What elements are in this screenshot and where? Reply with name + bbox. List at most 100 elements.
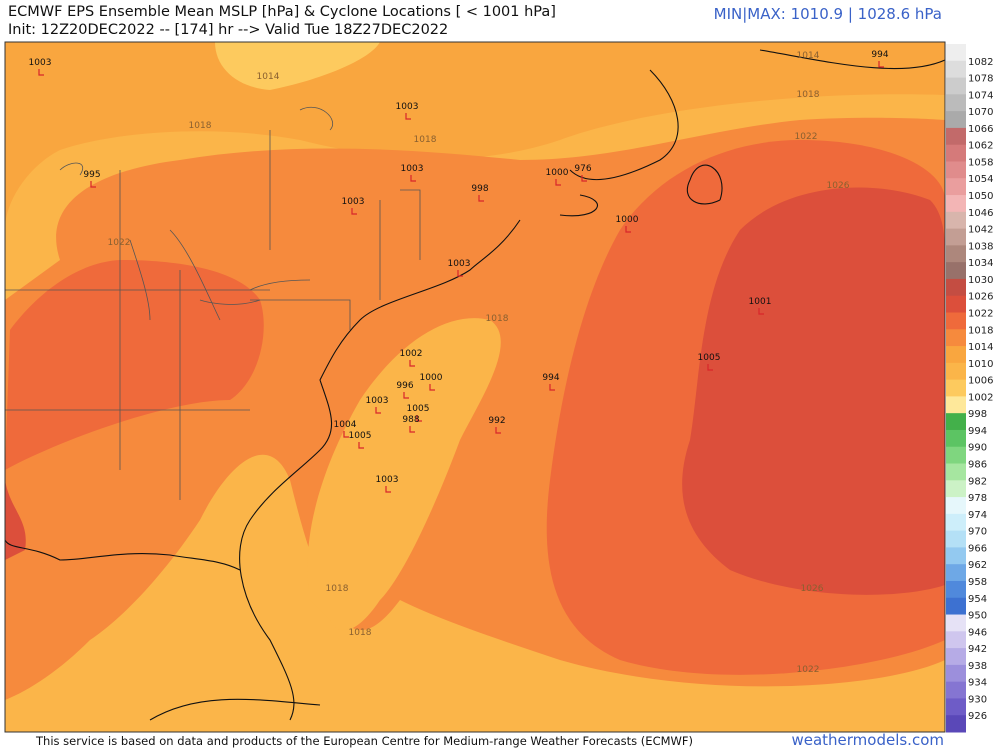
cyclone-label: 976: [574, 164, 591, 174]
cyclone-label: 1003: [342, 197, 365, 207]
colorbar-label: 954: [968, 594, 987, 605]
cyclone-marker: [409, 360, 415, 367]
colorbar-cell: [946, 497, 966, 515]
cyclone-marker: [385, 486, 391, 493]
cyclone-label: 1001: [749, 297, 772, 307]
pressure-field: [5, 42, 945, 732]
colorbar-label: 1014: [968, 342, 993, 353]
colorbar-label: 970: [968, 527, 987, 538]
footer-credit: This service is based on data and produc…: [36, 734, 693, 748]
colorbar-label: 1010: [968, 359, 993, 370]
colorbar-label: 974: [968, 510, 987, 521]
colorbar-cell: [946, 161, 966, 179]
isobar-label: 1018: [326, 584, 349, 594]
colorbar-cell: [946, 245, 966, 263]
map-frame: [4, 41, 946, 733]
cyclone-marker: [478, 195, 484, 202]
colorbar-label: 1050: [968, 191, 993, 202]
colorbar-label: 958: [968, 577, 987, 588]
colorbar-cell: [946, 564, 966, 582]
cyclone-label: 1005: [698, 353, 721, 363]
cyclone-label: 1003: [401, 164, 424, 174]
colorbar-cell: [946, 664, 966, 683]
colorbar-label: 1034: [968, 258, 993, 269]
map-title: ECMWF EPS Ensemble Mean MSLP [hPa] & Cyc…: [8, 4, 556, 20]
colorbar-cell: [946, 580, 966, 599]
colorbar-cell: [946, 429, 966, 448]
isobar-label: 1018: [349, 628, 372, 638]
colorbar-label: 1082: [968, 57, 993, 68]
colorbar-cell: [946, 413, 966, 431]
colorbar-cell: [946, 614, 966, 632]
colorbar-cell: [946, 648, 966, 666]
cyclone-label: 1003: [29, 58, 52, 68]
cyclone-label: 1000: [420, 373, 443, 383]
cyclone-label: 1005: [349, 431, 372, 441]
colorbar-label: 934: [968, 678, 987, 689]
colorbar-label: 1030: [968, 275, 993, 286]
cyclone-marker: [90, 181, 96, 188]
colorbar-cell: [946, 144, 966, 162]
colorbar-cell: [946, 94, 966, 112]
colorbar-label: 962: [968, 560, 987, 571]
isobar-label: 1014: [257, 72, 280, 82]
colorbar-label: 1018: [968, 325, 993, 336]
cyclone-marker: [555, 179, 561, 186]
colorbar-cell: [946, 715, 966, 733]
colorbar-label: 1058: [968, 157, 993, 168]
cyclone-marker: [409, 426, 415, 433]
cyclone-marker: [549, 384, 555, 391]
colorbar-label: 1022: [968, 308, 993, 319]
colorbar-cell: [946, 178, 966, 196]
map-subtitle: Init: 12Z20DEC2022 -- [174] hr --> Valid…: [8, 22, 449, 38]
colorbar-label: 938: [968, 661, 987, 672]
colorbar-cell: [946, 463, 966, 481]
colorbar-cell: [946, 631, 966, 649]
cyclone-marker: [351, 208, 357, 215]
isobar-label: 1018: [797, 90, 820, 100]
colorbar-cell: [946, 597, 966, 616]
cyclone-label: 1000: [616, 215, 639, 225]
cyclone-marker: [403, 392, 409, 399]
isobar-label: 1022: [797, 665, 820, 675]
colorbar-cell: [946, 379, 966, 397]
colorbar-cell: [946, 681, 966, 699]
colorbar-cell: [946, 513, 966, 532]
cyclone-marker: [416, 415, 422, 422]
isobar-label: 1026: [801, 584, 824, 594]
colorbar-label: 946: [968, 627, 987, 638]
colorbar-label: 998: [968, 409, 987, 420]
colorbar-label: 1062: [968, 141, 993, 152]
isobar-label: 1022: [795, 132, 818, 142]
colorbar-cell: [946, 228, 966, 246]
colorbar-label: 1078: [968, 74, 993, 85]
colorbar-label: 1066: [968, 124, 993, 135]
colorbar-label: 1026: [968, 292, 993, 303]
colorbar-label: 986: [968, 460, 987, 471]
cyclone-marker: [358, 442, 364, 449]
colorbar-label: 1054: [968, 174, 993, 185]
colorbar-cell: [946, 547, 966, 565]
colorbar-label: 1002: [968, 392, 993, 403]
isobar-label: 1014: [797, 51, 820, 61]
cyclone-marker: [707, 364, 713, 371]
cyclone-marker: [405, 113, 411, 120]
cyclone-marker: [375, 407, 381, 414]
colorbar-cell: [946, 362, 966, 381]
footer-site: weathermodels.com: [791, 731, 944, 749]
colorbar-cell: [946, 77, 966, 95]
cyclone-marker: [343, 431, 349, 438]
colorbar: 1082 1078 1074 1070 1066 1062 1058 1054 1050 1046…: [946, 44, 993, 733]
cyclone-label: 1002: [400, 349, 423, 359]
cyclone-label: 988: [402, 415, 419, 425]
colorbar-cell: [946, 446, 966, 465]
colorbar-label: 966: [968, 543, 987, 554]
colorbar-label: 1046: [968, 208, 993, 219]
isobar-label: 1018: [189, 121, 212, 131]
isobar-label: 1018: [486, 314, 509, 324]
cyclone-label: 1003: [448, 259, 471, 269]
cyclone-label: 994: [871, 50, 888, 60]
colorbar-cell: [946, 295, 966, 313]
cyclone-label: 1000: [546, 168, 569, 178]
